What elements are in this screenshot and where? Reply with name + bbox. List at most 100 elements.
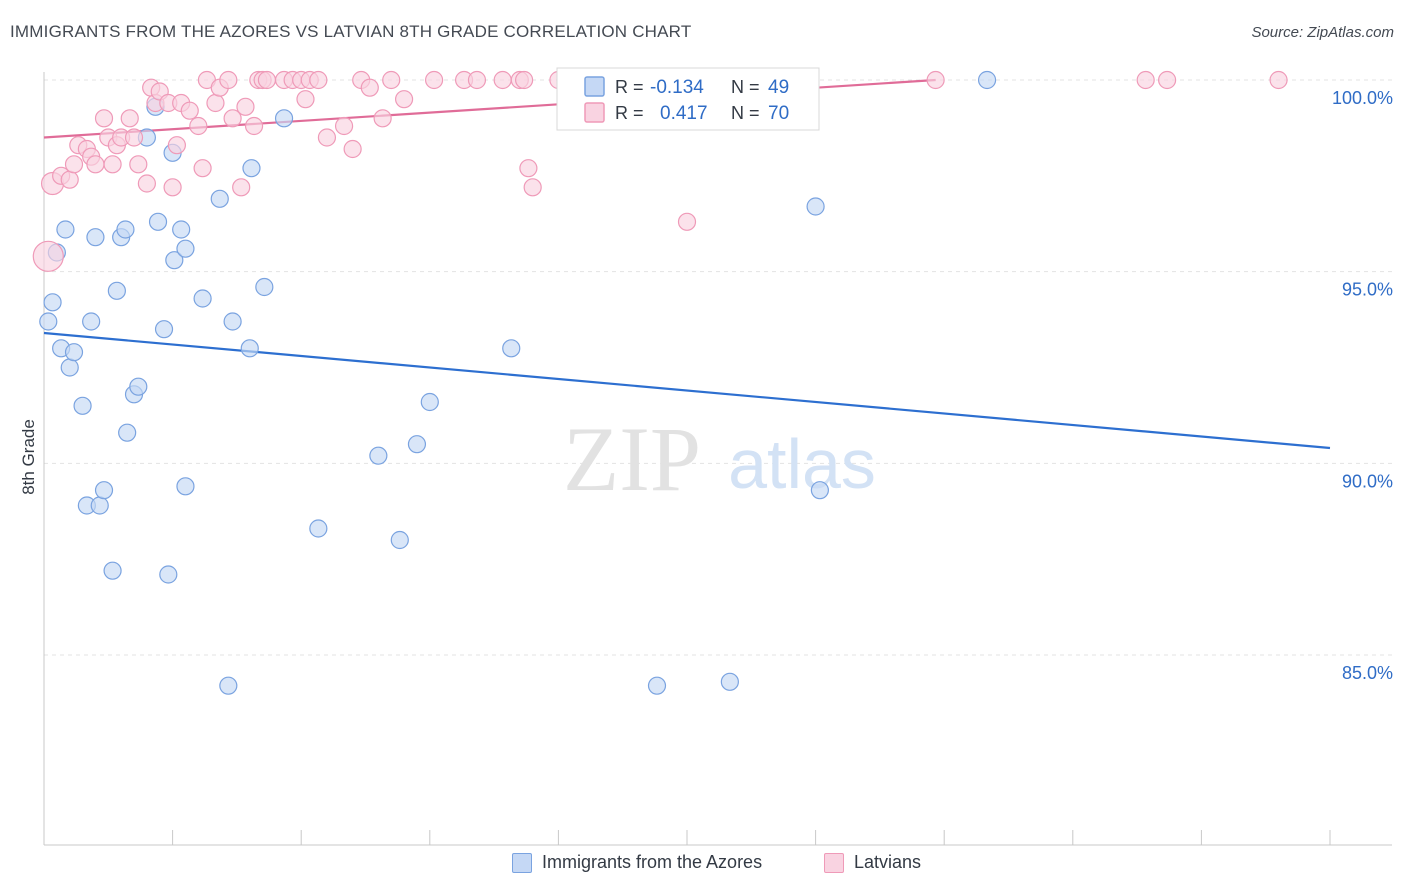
- watermark-zip: ZIP: [563, 408, 701, 510]
- legend-n-label-2: N =: [731, 103, 760, 123]
- azores-point: [219, 676, 238, 695]
- latvian-point: [926, 70, 945, 90]
- azores-point: [407, 435, 427, 454]
- chart-title: IMMIGRANTS FROM THE AZORES VS LATVIAN 8T…: [10, 22, 692, 41]
- azores-point: [172, 220, 191, 239]
- azores-point: [420, 392, 439, 412]
- legend-n-value-2: 70: [768, 103, 789, 124]
- latvian-point: [163, 178, 182, 197]
- azores-point: [274, 109, 294, 128]
- azores-trend-line: [43, 331, 1331, 450]
- azores-point: [118, 423, 137, 442]
- latvian-point: [360, 78, 379, 97]
- latvian-point: [257, 70, 277, 90]
- legend-n-label-1: N =: [731, 77, 760, 97]
- latvian-point: [343, 139, 362, 159]
- watermark-atlas: atlas: [728, 425, 876, 503]
- azores-point: [176, 477, 195, 496]
- legend-swatch-blue: [584, 76, 605, 97]
- azores-point: [193, 289, 212, 308]
- legend-r-value-1: -0.134: [650, 77, 704, 98]
- azores-point: [107, 281, 126, 300]
- legend-label-azores: Immigrants from the Azores: [542, 852, 763, 872]
- latvian-point: [382, 70, 401, 90]
- azores-point: [64, 343, 84, 362]
- latvian-point: [32, 240, 64, 272]
- azores-point: [116, 220, 135, 239]
- azores-point: [977, 70, 997, 90]
- latvian-point: [223, 109, 242, 128]
- source-credit: Source: ZipAtlas.com: [1251, 24, 1394, 41]
- latvian-point: [493, 70, 512, 90]
- latvian-point: [120, 109, 139, 128]
- latvian-point: [206, 93, 225, 113]
- azores-point: [647, 676, 667, 695]
- azores-point: [242, 159, 261, 178]
- azores-point: [210, 189, 229, 208]
- azores-point: [369, 446, 388, 465]
- azores-point: [223, 312, 242, 331]
- y-tick-label: 85.0%: [1342, 663, 1393, 683]
- azores-point: [56, 220, 75, 239]
- latvian-point: [424, 70, 444, 90]
- latvian-point: [103, 155, 122, 174]
- legend-item-latvians[interactable]: Latvians: [824, 852, 921, 873]
- tick-labels: 85.0%90.0%95.0%100.0%0.0%15.0%: [1332, 88, 1393, 683]
- legend-r-label-2: R =: [615, 103, 644, 123]
- azores-point: [309, 519, 328, 538]
- legend-r-value-2: 0.417: [660, 103, 708, 124]
- latvian-point: [519, 159, 538, 178]
- azores-point: [86, 228, 105, 247]
- latvian-point: [219, 70, 238, 90]
- trend-lines: [43, 78, 1331, 450]
- latvian-point: [124, 128, 144, 147]
- latvian-point: [394, 90, 414, 109]
- latvian-point: [244, 116, 264, 136]
- latvian-point: [1136, 70, 1155, 90]
- azores-point: [165, 251, 184, 270]
- latvian-point: [467, 70, 487, 90]
- latvian-point: [236, 97, 255, 116]
- azores-point: [73, 396, 92, 415]
- latvian-point: [1158, 70, 1177, 90]
- azores-point: [82, 312, 101, 331]
- y-tick-label: 95.0%: [1342, 280, 1393, 300]
- latvian-point: [317, 128, 337, 147]
- series-legend: Immigrants from the Azores Latvians: [0, 852, 1406, 878]
- latvian-point: [86, 155, 105, 174]
- latvian-point: [167, 136, 186, 155]
- latvian-point: [189, 116, 208, 136]
- scatter-chart: ZIP atlas 8th Grade 85.0% 90.0% 95.0% 100.0…: [19, 67, 1393, 846]
- legend-swatch-latvians: [824, 852, 844, 873]
- latvian-point: [334, 116, 354, 136]
- latvian-point: [296, 90, 315, 109]
- azores-point: [60, 358, 79, 377]
- azores-point: [43, 293, 62, 312]
- azores-point: [810, 481, 829, 500]
- latvian-point: [232, 178, 251, 197]
- azores-point: [255, 277, 274, 297]
- azores-point: [129, 377, 148, 396]
- legend-swatch-pink: [584, 102, 605, 123]
- legend-item-azores[interactable]: Immigrants from the Azores: [512, 852, 762, 873]
- legend-label-latvians: Latvians: [854, 852, 922, 872]
- latvian-point: [677, 212, 697, 231]
- latvian-point: [515, 70, 534, 90]
- latvian-point: [523, 178, 542, 197]
- y-axis-label: 8th Grade: [19, 419, 38, 495]
- latvian-point: [193, 159, 212, 178]
- axes: 8th Grade: [19, 72, 1392, 846]
- y-tick-label: 90.0%: [1342, 471, 1393, 491]
- data-points: [32, 70, 1288, 695]
- latvian-point: [94, 109, 114, 128]
- latvian-point: [64, 155, 84, 174]
- stats-legend: R = -0.134 N = 49 R = 0.417 N = 70: [556, 67, 820, 131]
- azores-point: [176, 239, 195, 258]
- legend-r-label-1: R =: [615, 77, 644, 97]
- latvian-point: [309, 70, 328, 90]
- latvian-point: [137, 174, 156, 193]
- azores-point: [159, 565, 178, 584]
- legend-n-value-1: 49: [768, 77, 789, 98]
- azores-point: [103, 561, 122, 580]
- y-tick-label: 100.0%: [1332, 88, 1393, 108]
